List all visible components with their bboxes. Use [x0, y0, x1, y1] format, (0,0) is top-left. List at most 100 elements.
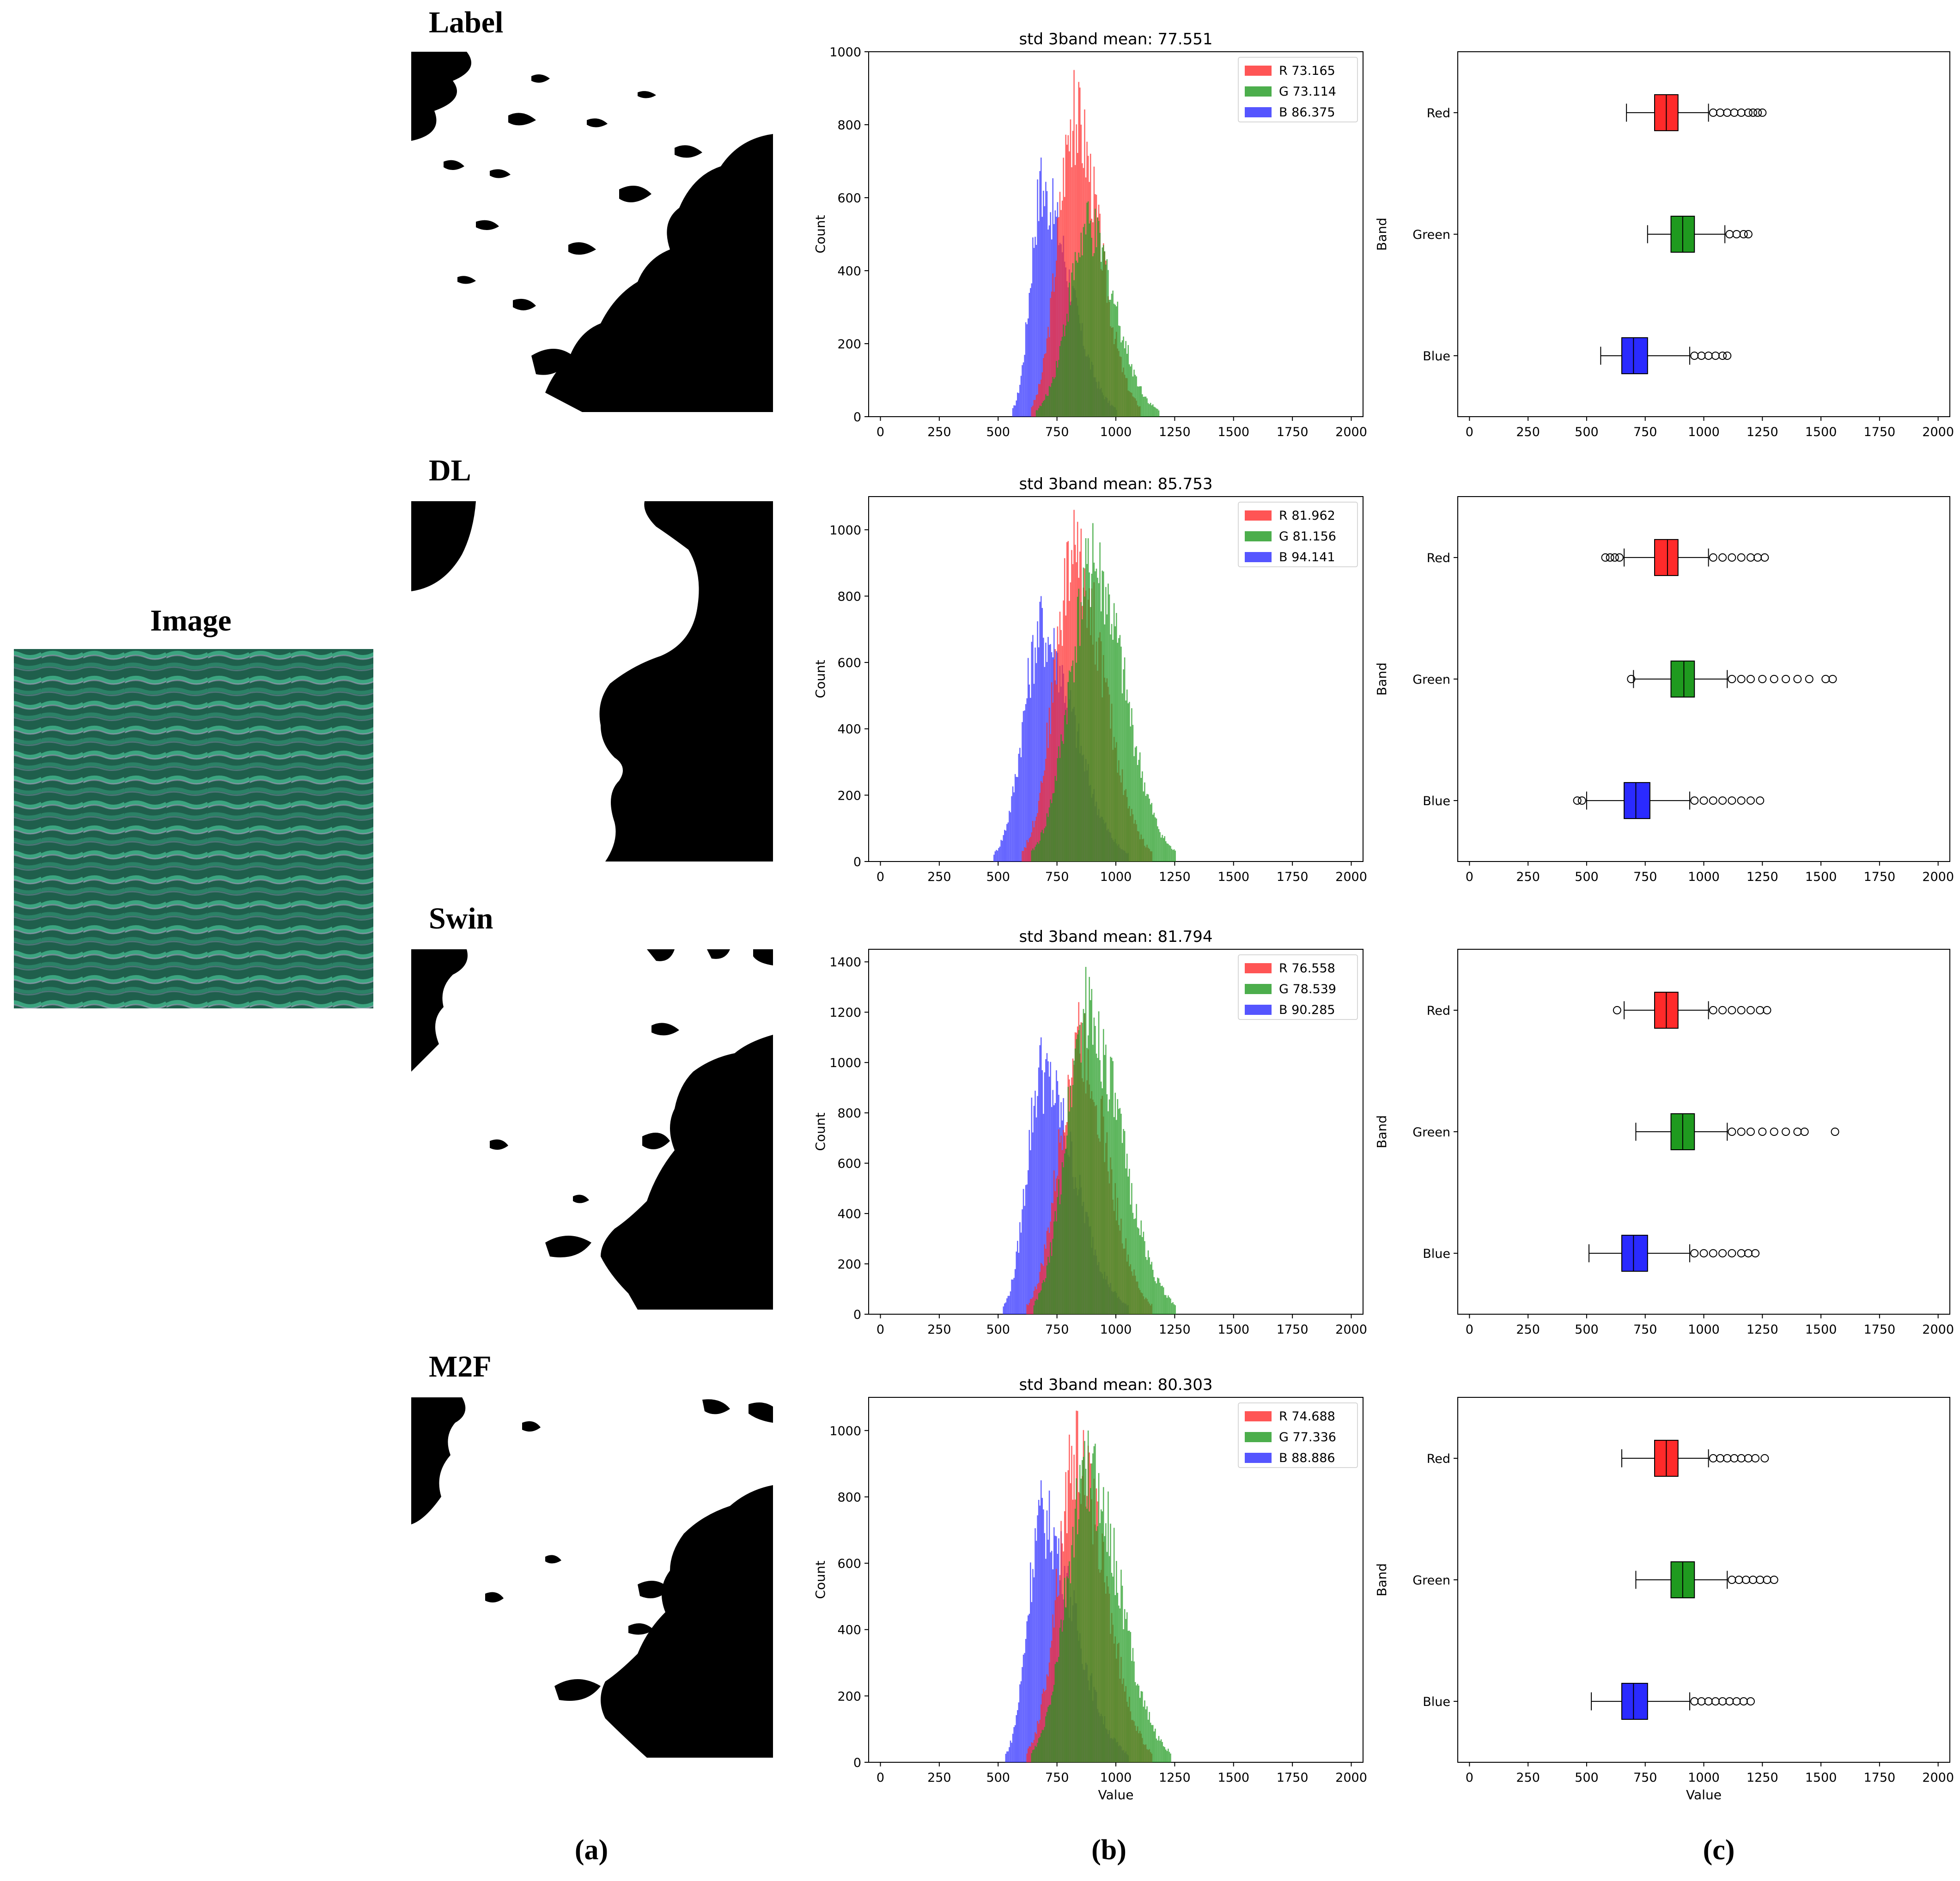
- bar: [1050, 799, 1051, 862]
- bar: [1108, 1111, 1109, 1314]
- bar: [1064, 197, 1065, 417]
- outlier: [1760, 553, 1769, 562]
- bar: [1163, 1287, 1164, 1314]
- bar: [1052, 1614, 1053, 1762]
- bar: [1023, 1655, 1024, 1762]
- x-tick-label: 500: [986, 870, 1010, 884]
- x-tick-label: 1250: [1159, 870, 1191, 884]
- bar: [1056, 261, 1057, 417]
- bar: [1138, 1228, 1139, 1314]
- bar: [1121, 340, 1123, 417]
- bar: [1157, 409, 1158, 417]
- bar: [1087, 1430, 1089, 1762]
- bar: [1164, 836, 1165, 862]
- bar: [1020, 1232, 1022, 1314]
- bar: [1026, 1754, 1028, 1762]
- bar: [1048, 1490, 1050, 1762]
- bar: [1003, 1306, 1004, 1314]
- bar: [1065, 1148, 1066, 1314]
- bar: [1149, 798, 1150, 862]
- y-axis-label: Band: [1374, 1115, 1389, 1148]
- outlier: [1601, 553, 1610, 562]
- bar: [1116, 1561, 1117, 1762]
- legend-swatch-green: [1245, 984, 1272, 994]
- outlier: [1746, 675, 1755, 683]
- bar: [1046, 1265, 1048, 1314]
- bar: [1111, 1572, 1113, 1762]
- bar: [1014, 405, 1016, 417]
- bar: [1078, 252, 1080, 417]
- bar: [1131, 1661, 1132, 1762]
- bar: [1039, 1292, 1041, 1314]
- bar: [1053, 659, 1055, 862]
- bar: [1041, 1693, 1043, 1762]
- bar: [1024, 710, 1025, 862]
- bar: [1093, 253, 1095, 417]
- bar: [993, 855, 995, 862]
- outlier: [1744, 108, 1753, 117]
- bar: [1125, 700, 1126, 862]
- bar: [1139, 1698, 1141, 1762]
- bar: [1080, 602, 1082, 862]
- box-green: [1627, 661, 1837, 698]
- box-blue: [1573, 782, 1765, 819]
- bar: [1151, 803, 1152, 862]
- x-tick-label: 1250: [1747, 1323, 1778, 1337]
- outlier: [1800, 1128, 1809, 1136]
- bar: [1082, 1460, 1083, 1762]
- bar: [1143, 397, 1144, 417]
- bar: [1044, 770, 1046, 862]
- x-tick-label: 0: [1466, 1771, 1473, 1785]
- bar: [1037, 410, 1038, 417]
- bar: [1079, 1465, 1081, 1762]
- bar: [1120, 646, 1122, 862]
- legend-entry-red: R 74.688: [1279, 1409, 1335, 1424]
- bar: [1039, 1045, 1041, 1314]
- bar: [1040, 158, 1042, 417]
- y-tick-label: 1000: [829, 1424, 861, 1438]
- bar: [1150, 403, 1151, 417]
- bar: [1078, 589, 1080, 862]
- bar: [1080, 232, 1082, 417]
- bar: [1083, 567, 1084, 862]
- legend-entry-green: G 78.539: [1279, 982, 1336, 996]
- bar: [1124, 1131, 1126, 1314]
- bar: [1082, 255, 1083, 417]
- bar: [1064, 1153, 1065, 1314]
- bar: [1127, 703, 1129, 862]
- bar: [1032, 1569, 1034, 1762]
- bar: [1131, 364, 1132, 417]
- bar: [1104, 624, 1106, 862]
- outlier: [1739, 230, 1748, 238]
- bar: [1099, 1523, 1101, 1762]
- box-blue: [1600, 337, 1732, 375]
- x-tick-label: 750: [1045, 1771, 1069, 1785]
- bar: [1038, 843, 1040, 862]
- category-label-green: Green: [1412, 1573, 1450, 1588]
- outlier: [1760, 1454, 1769, 1462]
- bar: [1070, 672, 1071, 862]
- bar: [1031, 1098, 1033, 1314]
- bar: [1043, 637, 1044, 862]
- box-green: [1635, 1561, 1778, 1598]
- bar: [1024, 1206, 1025, 1314]
- bar: [1066, 314, 1068, 417]
- outlier: [1615, 553, 1624, 562]
- bar: [1108, 594, 1110, 862]
- bar: [1023, 851, 1024, 862]
- bar: [1012, 408, 1014, 417]
- bar: [1093, 1017, 1095, 1314]
- bar: [1097, 217, 1098, 417]
- bar: [1035, 647, 1036, 862]
- bar: [1160, 1739, 1162, 1762]
- bar: [1133, 1661, 1135, 1762]
- bar: [1047, 1706, 1049, 1762]
- bar: [1027, 1305, 1029, 1314]
- bar: [1053, 1221, 1055, 1314]
- legend-entry-red: R 76.558: [1279, 961, 1335, 976]
- bar: [1064, 558, 1065, 862]
- bar: [1054, 776, 1056, 862]
- bar: [1119, 326, 1121, 417]
- bar: [1043, 1688, 1044, 1762]
- bar: [1108, 1556, 1110, 1762]
